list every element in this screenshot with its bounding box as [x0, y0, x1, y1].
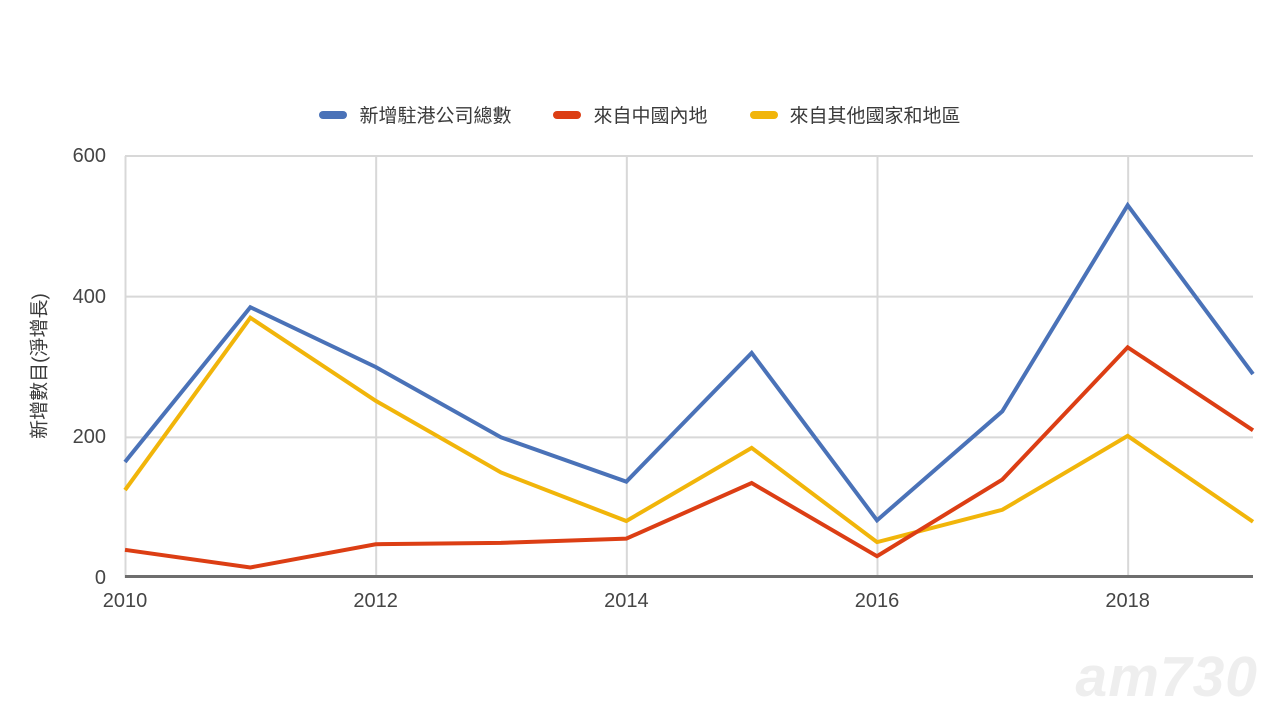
legend-item-mainland-china: 來自中國內地 [553, 101, 708, 128]
y-axis-title: 新增數目(淨增長) [29, 293, 51, 439]
legend-item-other-countries: 來自其他國家和地區 [749, 101, 961, 128]
legend-item-total: 新增駐港公司總數 [319, 101, 511, 128]
legend-swatch-mainland-china [553, 110, 582, 119]
x-tick-label-2014: 2014 [604, 590, 649, 612]
x-tick-label-2012: 2012 [353, 590, 398, 612]
x-tick-label-2018: 2018 [1105, 590, 1150, 612]
plot-area [123, 155, 1255, 578]
legend-swatch-other-countries [749, 110, 778, 119]
x-tick-label-2010: 2010 [102, 590, 148, 612]
legend-label-total: 新增駐港公司總數 [359, 106, 512, 127]
legend-label-other-countries: 來自其他國家和地區 [789, 106, 961, 127]
y-tick-label-0: 0 [94, 567, 106, 589]
y-tick-label-400: 400 [72, 285, 106, 308]
legend-swatch-total [319, 110, 348, 119]
x-tick-label-2016: 2016 [854, 590, 900, 612]
series-line-1 [124, 344, 1255, 570]
y-tick-label-600: 600 [72, 145, 106, 167]
series-line-2 [123, 315, 1255, 545]
watermark-am730: am730 [1075, 645, 1258, 709]
series-line-0 [123, 201, 1255, 524]
chart-legend: 新增駐港公司總數 來自中國內地 來自其他國家和地區 [0, 101, 1280, 128]
y-tick-label-200: 200 [72, 426, 106, 449]
legend-label-mainland-china: 來自中國內地 [593, 106, 708, 127]
